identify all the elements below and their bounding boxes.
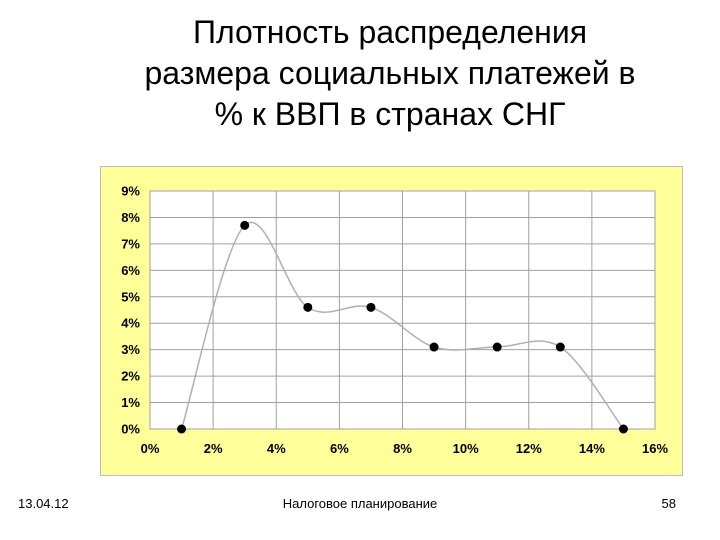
y-tick-label: 0%	[121, 422, 140, 437]
page-title: Плотность распределения размера социальн…	[100, 12, 680, 135]
data-point	[618, 424, 628, 434]
chart-area: 0% 1% 2% 3% 4% 5% 6% 7% 8% 9% 0% 2% 4% 6% 8% 10% 12% 14% 1…	[100, 166, 683, 476]
x-tick-label: 4%	[267, 441, 286, 456]
page-number: 58	[661, 496, 676, 511]
y-tick-label: 6%	[121, 263, 140, 278]
data-point	[555, 342, 565, 352]
y-tick-label: 3%	[121, 342, 140, 357]
x-tick-label: 14%	[579, 441, 605, 456]
y-tick-label: 9%	[121, 184, 140, 199]
x-tick-label: 6%	[330, 441, 349, 456]
x-tick-label: 0%	[141, 441, 160, 456]
gridlines	[149, 190, 656, 430]
y-tick-label: 2%	[121, 369, 140, 384]
data-point	[303, 302, 313, 312]
title-line-2: размера социальных платежей в	[144, 55, 636, 91]
tick-labels: 0% 1% 2% 3% 4% 5% 6% 7% 8% 9% 0% 2% 4% 6% 8% 10% 12% 14% 1…	[121, 184, 668, 457]
data-markers	[177, 220, 628, 434]
y-tick-label: 8%	[121, 210, 140, 225]
x-tick-label: 8%	[393, 441, 412, 456]
data-point	[240, 220, 250, 230]
x-tick-label: 2%	[204, 441, 223, 456]
title-line-3: % к ВВП в странах СНГ	[214, 96, 566, 132]
title-line-1: Плотность распределения	[192, 14, 588, 50]
y-tick-label: 7%	[121, 236, 140, 251]
y-tick-label: 5%	[121, 289, 140, 304]
line-chart: 0% 1% 2% 3% 4% 5% 6% 7% 8% 9% 0% 2% 4% 6% 8% 10% 12% 14% 1…	[121, 184, 668, 457]
y-tick-label: 4%	[121, 316, 140, 331]
data-point	[429, 342, 439, 352]
x-tick-label: 16%	[642, 441, 668, 456]
data-point	[492, 342, 502, 352]
x-tick-label: 12%	[516, 441, 542, 456]
data-point	[177, 424, 187, 434]
x-tick-label: 10%	[453, 441, 479, 456]
footer-subject: Налоговое планирование	[282, 496, 438, 511]
y-tick-label: 1%	[121, 395, 140, 410]
data-point	[366, 302, 376, 312]
footer-date: 13.04.12	[18, 496, 69, 511]
